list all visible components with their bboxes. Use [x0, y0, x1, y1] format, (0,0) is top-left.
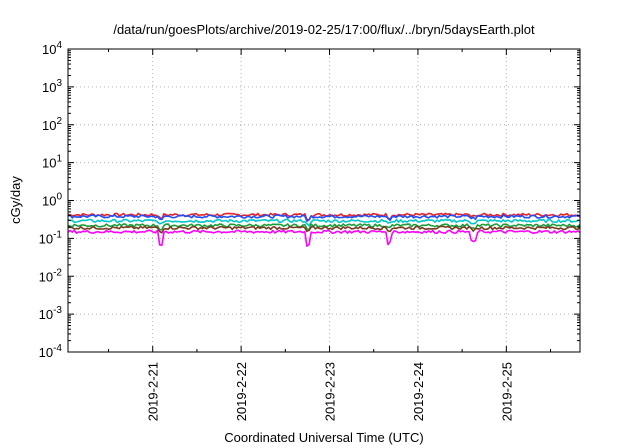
x-tick-label: 2019-2-25 [499, 362, 514, 421]
x-tick-label: 2019-2-24 [411, 362, 426, 421]
y-tick-label: 100 [42, 192, 62, 209]
series-line [67, 225, 581, 234]
y-tick-label: 10-2 [39, 267, 63, 284]
y-tick-label: 10-4 [39, 343, 63, 360]
y-tick-label: 102 [42, 116, 62, 133]
x-tick-label: 2019-2-22 [234, 362, 249, 421]
series-line [67, 229, 581, 247]
y-tick-label: 101 [42, 154, 62, 171]
y-tick-label: 104 [42, 40, 62, 57]
y-tick-label: 10-1 [39, 229, 63, 246]
x-axis-ticks: 2019-2-21 2019-2-22 2019-2-23 2019-2-24 2019… [108, 49, 552, 421]
x-axis-label: Coordinated Universal Time (UTC) [224, 430, 423, 445]
y-tick-label: 103 [42, 78, 62, 95]
grid [68, 49, 580, 352]
y-axis-label: cGy/day [8, 176, 23, 224]
series-line [67, 218, 581, 227]
series-line [67, 223, 581, 231]
series-group [67, 212, 581, 247]
y-axis-ticks: 104 103 102 101 100 10-1 10-2 10-3 10-4 [39, 40, 580, 360]
chart-title: /data/run/goesPlots/archive/2019-02-25/1… [113, 22, 535, 37]
x-tick-label: 2019-2-23 [323, 362, 338, 421]
x-tick-label: 2019-2-21 [146, 362, 161, 421]
series-line [67, 212, 581, 221]
y-tick-label: 10-3 [39, 305, 63, 322]
series-line [67, 214, 581, 222]
